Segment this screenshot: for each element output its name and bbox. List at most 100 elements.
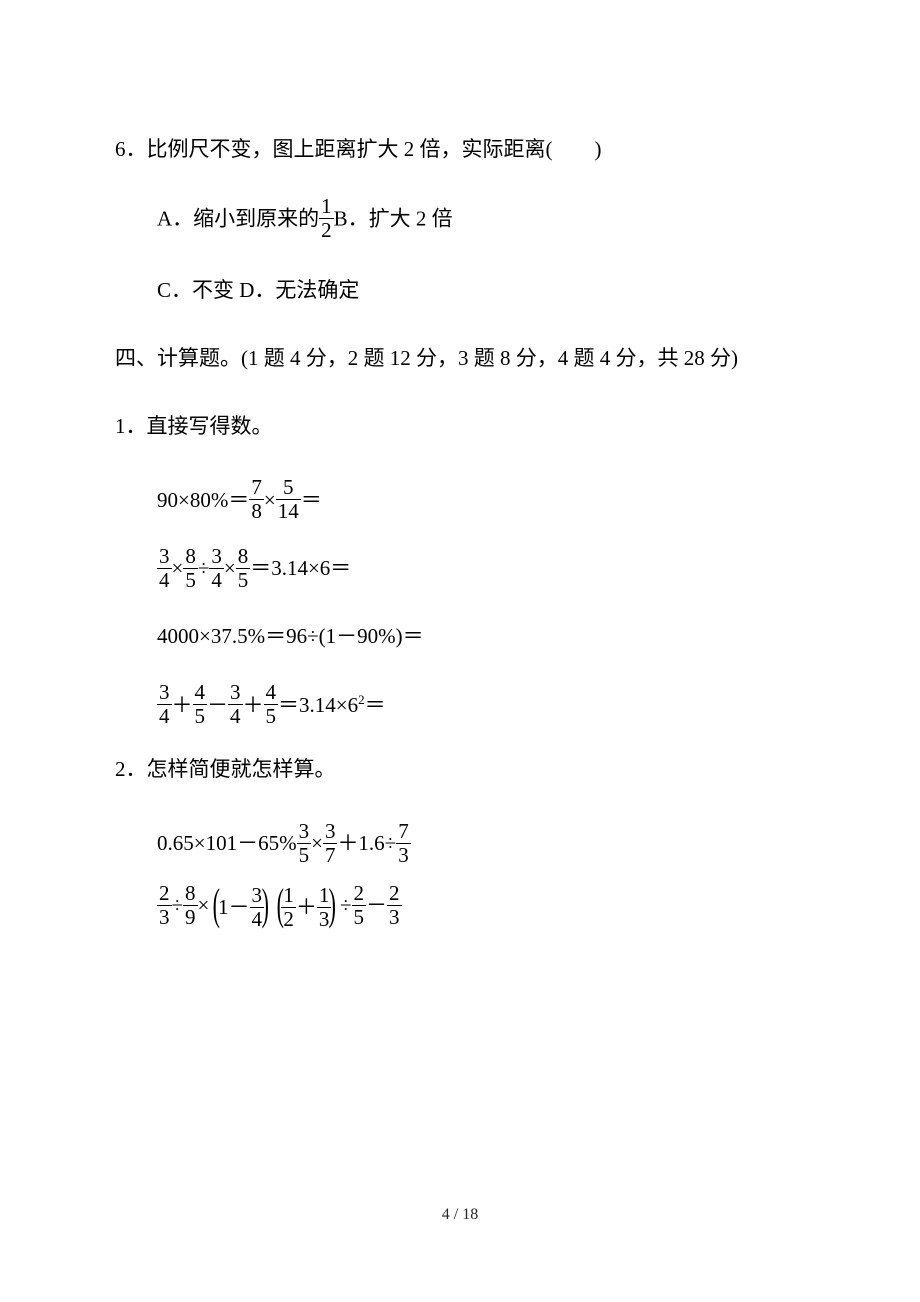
fraction-denominator: 2: [319, 219, 334, 241]
fraction-numerator: 4: [193, 682, 208, 705]
fraction-denominator: 7: [323, 844, 338, 866]
fraction-denominator: 9: [183, 906, 198, 928]
paren-group-1: 1－34: [218, 882, 264, 932]
fraction-numerator: 7: [396, 821, 411, 844]
fraction-denominator: 2: [281, 908, 296, 930]
fraction-numerator: 8: [236, 546, 251, 569]
fraction-numerator: 1: [281, 885, 296, 908]
fraction-numerator: 3: [323, 821, 338, 844]
fraction: 35: [297, 821, 312, 866]
fraction-denominator: 3: [387, 906, 402, 928]
fraction: 78: [249, 477, 264, 522]
operator: －: [366, 893, 387, 917]
equals: ＝: [365, 693, 386, 717]
operator: ÷: [340, 893, 352, 917]
fraction-numerator: 3: [209, 546, 224, 569]
left-paren-icon: (: [213, 883, 220, 927]
operator: ＋: [243, 693, 264, 717]
fraction-denominator: 5: [264, 705, 279, 727]
calc2-r1-a: 0.65×101－65%: [157, 831, 297, 855]
operator: ＋1.6÷: [337, 831, 396, 855]
fraction: 45: [264, 682, 279, 727]
fraction: 89: [183, 883, 198, 928]
operator: ＋: [296, 895, 317, 919]
q6-optA-fraction: 12: [319, 196, 334, 241]
calc1-row1: 90×80%＝78×514＝: [157, 475, 805, 525]
calc1-row3-b: 96÷(1－90%)＝: [286, 624, 424, 648]
fraction-numerator: 2: [387, 883, 402, 906]
fraction-denominator: 5: [193, 705, 208, 727]
fraction: 85: [236, 546, 251, 591]
fraction-numerator: 8: [183, 883, 198, 906]
equals: ＝: [250, 556, 271, 580]
right-paren-icon: ): [262, 883, 269, 927]
operator: ×: [264, 488, 276, 512]
fraction-denominator: 5: [352, 906, 367, 928]
q6-optB: B．扩大 2 倍: [334, 206, 453, 230]
fraction-denominator: 4: [209, 569, 224, 591]
fraction-numerator: 8: [183, 546, 198, 569]
fraction-numerator: 2: [352, 883, 367, 906]
operator: ×: [172, 556, 184, 580]
fraction-numerator: 3: [297, 821, 312, 844]
fraction: 23: [157, 883, 172, 928]
fraction-denominator: 4: [157, 705, 172, 727]
page-content: 6．比例尺不变，图上距离扩大 2 倍，实际距离( ) A．缩小到原来的12B．扩…: [0, 0, 920, 1011]
fraction-denominator: 4: [157, 569, 172, 591]
fraction: 34: [157, 546, 172, 591]
fraction: 25: [352, 883, 367, 928]
section-4-heading: 四、计算题。(1 题 4 分，2 题 12 分，3 题 8 分，4 题 4 分，…: [115, 339, 805, 379]
fraction-denominator: 5: [183, 569, 198, 591]
calc1-row2: 34×85÷34×85＝3.14×6＝: [157, 543, 805, 593]
calc1-row3: 4000×37.5%＝96÷(1－90%)＝: [157, 611, 805, 661]
q6-number: 6．: [115, 137, 147, 161]
text-one-minus: 1－: [218, 895, 250, 919]
fraction-denominator: 5: [236, 569, 251, 591]
q6-options-line1: A．缩小到原来的12B．扩大 2 倍: [115, 198, 805, 243]
operator: ÷: [172, 893, 184, 917]
calc1-row2-b: 3.14×6＝: [271, 556, 351, 580]
fraction: 12: [281, 885, 296, 930]
calc2-row2: 23÷89×(1－34)(12＋13)÷25－23: [157, 880, 805, 932]
equals: ＝: [278, 693, 299, 717]
q6-optA-prefix: A．缩小到原来的: [157, 206, 319, 230]
operator: ÷: [198, 556, 210, 580]
page-number: 4 / 18: [442, 1206, 478, 1223]
fraction: 73: [396, 821, 411, 866]
fraction: 85: [183, 546, 198, 591]
fraction-numerator: 3: [157, 682, 172, 705]
fraction-denominator: 3: [396, 844, 411, 866]
fraction-numerator: 7: [249, 477, 264, 500]
operator: －: [207, 693, 228, 717]
equals: ＝: [301, 488, 322, 512]
calc1-body: 90×80%＝78×514＝ 34×85÷34×85＝3.14×6＝ 4000×…: [115, 475, 805, 731]
calc1-row4: 34＋45－34＋45＝3.14×62＝: [157, 680, 805, 730]
right-paren-icon: ): [329, 883, 336, 927]
calc2-title: 2．怎样简便就怎样算。: [115, 750, 805, 790]
operator: ×: [311, 831, 323, 855]
fraction: 34: [228, 682, 243, 727]
q6-options-line2: C．不变 D．无法确定: [115, 271, 805, 311]
fraction-denominator: 3: [157, 906, 172, 928]
fraction-numerator: 1: [319, 196, 334, 219]
fraction-numerator: 3: [157, 546, 172, 569]
calc2-body: 0.65×101－65%35×37＋1.6÷73 23÷89×(1－34)(12…: [115, 818, 805, 933]
operator: ×: [198, 893, 210, 917]
q6-optD: D．无法确定: [239, 278, 359, 302]
q6-optC: C．不变: [157, 278, 234, 302]
page-footer: 4 / 18: [0, 1206, 920, 1224]
fraction: 23: [387, 883, 402, 928]
fraction: 45: [193, 682, 208, 727]
q6-text: 比例尺不变，图上距离扩大 2 倍，实际距离( ): [147, 137, 602, 161]
fraction-numerator: 4: [264, 682, 279, 705]
calc1-title: 1．直接写得数。: [115, 407, 805, 447]
operator: ＋: [172, 693, 193, 717]
fraction: 37: [323, 821, 338, 866]
fraction-denominator: 4: [228, 705, 243, 727]
fraction-numerator: 5: [276, 477, 301, 500]
calc1-row3-a: 4000×37.5%＝: [157, 624, 286, 648]
paren-group-2: 12＋13: [281, 882, 331, 932]
fraction-numerator: 3: [228, 682, 243, 705]
calc1-row1-a: 90×80%＝: [157, 488, 249, 512]
calc1-row4-b-prefix: 3.14×6: [299, 693, 358, 717]
